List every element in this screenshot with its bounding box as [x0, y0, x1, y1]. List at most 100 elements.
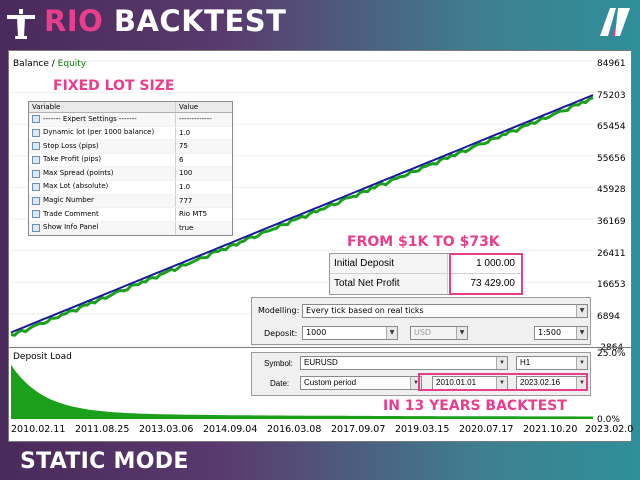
x-tick-label: 2013.03.06	[139, 424, 194, 435]
date-mode-select[interactable]: Custom period ▼	[300, 376, 422, 390]
date-to-value: 2023.02.16	[520, 378, 561, 387]
x-tick-label: 2020.07.17	[459, 424, 514, 435]
equity-line	[10, 96, 594, 337]
settings-variable-label: Show Info Panel	[43, 223, 99, 232]
y-tick-label: 55656	[597, 153, 626, 164]
settings-row[interactable]: Dynamic lot (per 1000 balance) 1.0	[29, 126, 232, 141]
christ-statue-icon	[7, 9, 35, 39]
chevron-down-icon: ▼	[386, 327, 397, 339]
title-accent: RIO	[44, 4, 104, 38]
symbol-value: EURUSD	[304, 358, 338, 367]
settings-variable-label: Max Lot (absolute)	[43, 182, 109, 191]
settings-variable: Trade Comment	[29, 208, 176, 221]
settings-value: true	[179, 223, 194, 232]
initial-deposit-row: Initial Deposit 1 000.00	[330, 254, 521, 274]
settings-table-header: Variable Value	[29, 102, 232, 113]
checkbox-icon[interactable]	[32, 224, 40, 233]
deposit-value: 1000	[306, 328, 327, 337]
settings-variable-label: Max Spread (points)	[43, 168, 114, 177]
checkbox-icon[interactable]	[32, 156, 40, 165]
balance-line	[10, 94, 594, 334]
deposit-load-label: Deposit Load	[13, 352, 72, 362]
modelling-settings-box: Modelling: Every tick based on real tick…	[251, 297, 591, 345]
settings-variable: Stop Loss (pips)	[29, 140, 176, 153]
x-tick-label: 2010.02.11	[11, 424, 66, 435]
settings-row[interactable]: Magic Number 777	[29, 194, 232, 209]
brand-logo-icon	[600, 8, 630, 36]
settings-value: 777	[179, 196, 193, 205]
settings-value: 6	[179, 155, 184, 164]
settings-value: Rio MT5	[179, 210, 208, 219]
settings-variable: Magic Number	[29, 194, 176, 208]
settings-row[interactable]: Trade Comment Rio MT5	[29, 208, 232, 222]
y-tick-label: 6894	[597, 311, 620, 322]
initial-deposit-label: Initial Deposit	[334, 258, 395, 269]
header-variable: Variable	[29, 102, 176, 112]
settings-row[interactable]: Max Lot (absolute) 1.0	[29, 180, 232, 195]
settings-row[interactable]: Take Profit (pips) 6	[29, 153, 232, 168]
title-rest: BACKTEST	[103, 4, 287, 38]
x-tick-label: 2023.02.0	[585, 424, 634, 435]
x-tick-label: 2011.08.25	[75, 424, 130, 435]
checkbox-icon[interactable]	[32, 169, 40, 178]
settings-variable: ------- Expert Settings -------	[29, 113, 176, 126]
date-mode-value: Custom period	[304, 378, 357, 387]
modelling-label: Modelling:	[258, 306, 300, 315]
checkbox-icon[interactable]	[32, 196, 40, 205]
checkbox-icon[interactable]	[32, 142, 40, 151]
leverage-value: 1:500	[538, 328, 562, 337]
settings-value: -------------	[179, 115, 212, 123]
timeframe-select[interactable]: H1 ▼	[516, 356, 588, 370]
settings-row[interactable]: Stop Loss (pips) 75	[29, 140, 232, 154]
settings-variable-label: Magic Number	[43, 196, 94, 205]
x-tick-label: 2014.09.04	[203, 424, 258, 435]
chevron-down-icon: ▼	[496, 377, 507, 389]
net-profit-value: 73 429.00	[447, 274, 521, 294]
settings-value: 100	[179, 169, 193, 178]
leverage-select[interactable]: 1:500 ▼	[534, 326, 588, 340]
header-value: Value	[179, 103, 199, 111]
y-tick-label: 16653	[597, 280, 626, 291]
y-tick-label: 75203	[597, 90, 626, 101]
chevron-down-icon: ▼	[576, 377, 587, 389]
settings-row[interactable]: Show Info Panel true	[29, 221, 232, 236]
chevron-down-icon: ▼	[576, 327, 587, 339]
settings-variable: Max Lot (absolute)	[29, 180, 176, 194]
currency-value: USD	[414, 328, 432, 337]
checkbox-icon[interactable]	[32, 210, 40, 219]
deposit-select[interactable]: 1000 ▼	[302, 326, 398, 340]
load-tick-min: 0.0%	[597, 415, 620, 425]
settings-variable: Show Info Panel	[29, 221, 176, 235]
settings-variable: Take Profit (pips)	[29, 153, 176, 167]
symbol-select[interactable]: EURUSD ▼	[300, 356, 508, 370]
settings-row[interactable]: Max Spread (points) 100	[29, 167, 232, 181]
date-range-highlight-frame	[418, 373, 588, 391]
timeframe-value: H1	[520, 358, 531, 367]
y-tick-label: 84961	[597, 59, 626, 69]
net-profit-row: Total Net Profit 73 429.00	[330, 274, 521, 294]
currency-select[interactable]: USD ▼	[410, 326, 468, 340]
y-tick-label: 65454	[597, 122, 626, 133]
checkbox-icon[interactable]	[32, 183, 40, 192]
chevron-down-icon: ▼	[456, 327, 467, 339]
y-tick-label: 26411	[597, 248, 626, 259]
panel-divider	[9, 347, 631, 348]
deposit-load-area	[11, 364, 593, 419]
legend-balance: Balance	[13, 59, 49, 69]
backtest-chart-panel: Balance / Equity 84961 75203 65454 55656 459…	[8, 50, 634, 442]
top-banner: RIO BACKTEST	[0, 0, 640, 46]
initial-deposit-value: 1 000.00	[447, 254, 521, 273]
settings-value: 1.0	[179, 182, 191, 191]
legend-sep: /	[48, 59, 58, 69]
page-title: RIO BACKTEST	[44, 4, 286, 38]
legend-equity: Equity	[57, 59, 87, 69]
modelling-select[interactable]: Every tick based on real ticks ▼	[302, 304, 588, 318]
load-tick-max: 25.0%	[597, 349, 626, 359]
date-from-value: 2010.01.01	[436, 378, 477, 387]
chevron-down-icon: ▼	[576, 305, 587, 317]
checkbox-icon[interactable]	[32, 128, 40, 137]
checkbox-icon[interactable]	[32, 115, 40, 124]
settings-variable-label: ------- Expert Settings -------	[43, 114, 137, 123]
settings-row[interactable]: ------- Expert Settings ------- ---------…	[29, 113, 232, 127]
chevron-down-icon: ▼	[410, 377, 421, 389]
